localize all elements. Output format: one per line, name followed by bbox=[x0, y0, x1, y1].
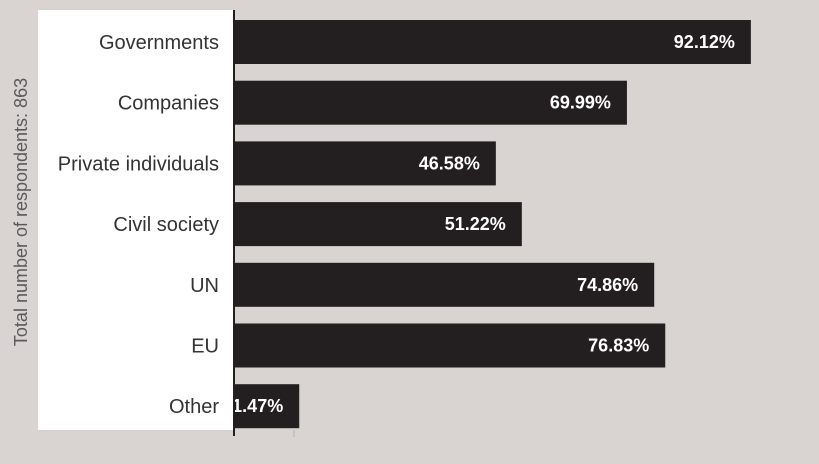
category-label: Governments bbox=[99, 32, 219, 54]
bar-private-individuals bbox=[235, 141, 496, 186]
bar-other bbox=[235, 384, 300, 429]
category-label: UN bbox=[190, 275, 219, 297]
category-label: EU bbox=[191, 336, 219, 358]
bar-civil-society bbox=[235, 202, 522, 247]
value-label: 51.22% bbox=[445, 214, 506, 234]
value-label: 74.86% bbox=[577, 275, 638, 295]
category-label: Private individuals bbox=[58, 153, 219, 175]
value-label: 69.99% bbox=[550, 93, 611, 113]
y-axis-title: Total number of respondents: 863 bbox=[11, 78, 31, 346]
category-label: Other bbox=[169, 396, 219, 418]
category-label: Companies bbox=[118, 93, 219, 115]
value-label: 76.83% bbox=[588, 336, 649, 356]
value-label: 46.58% bbox=[419, 153, 480, 173]
category-label: Civil society bbox=[113, 214, 219, 236]
bar-un bbox=[235, 262, 655, 307]
bar-eu bbox=[235, 323, 666, 368]
bars: Governments 92.12% Companies 69.99% Private … bbox=[58, 20, 751, 429]
value-label: 92.12% bbox=[674, 32, 735, 52]
label-panel bbox=[38, 10, 234, 430]
bar-companies bbox=[235, 80, 627, 125]
bar-governments bbox=[235, 20, 751, 64]
value-label: 11.47% bbox=[223, 396, 283, 416]
